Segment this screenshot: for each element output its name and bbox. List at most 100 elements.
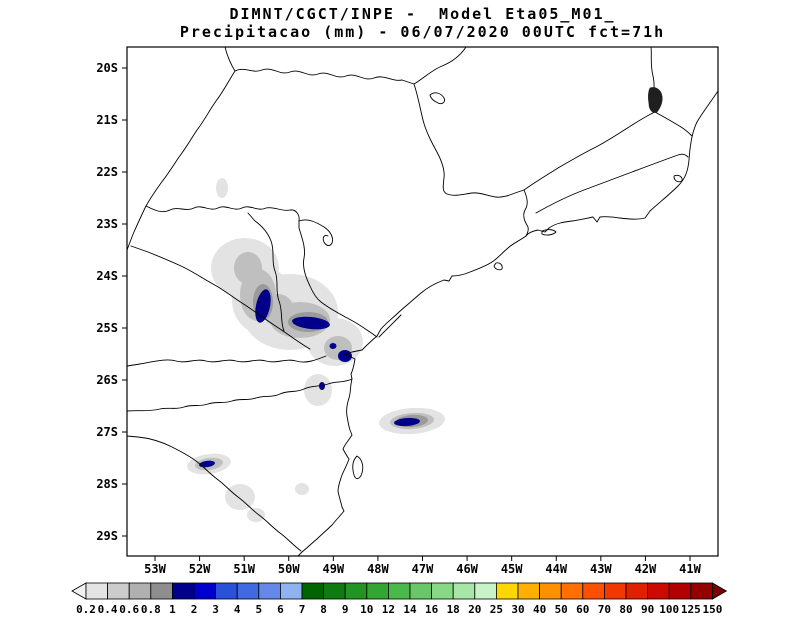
lat-tick-label: 23S (96, 217, 118, 231)
axis-ticks (122, 67, 691, 561)
colorbar-cell (517, 582, 541, 600)
lon-tick-label: 50W (277, 562, 300, 576)
colorbar-level-label: 40 (532, 603, 547, 616)
dark-terrain-feature (648, 87, 663, 113)
colorbar-level-label: 10 (360, 603, 374, 616)
coastal-lagoon (673, 174, 683, 183)
colorbar-level-label: 90 (640, 603, 655, 616)
colorbar-cell (150, 582, 173, 600)
colorbar-arrow-left (71, 582, 87, 600)
lon-tick-label: 53W (144, 562, 166, 576)
border-sp-pr (145, 205, 378, 338)
lon-tick-label: 45W (500, 562, 523, 576)
colorbar-arrow-right (712, 582, 728, 600)
colorbar-level-label: 2 (190, 603, 198, 616)
colorbar-cell (647, 582, 670, 600)
lon-tick-label: 42W (634, 562, 657, 576)
geography-layer (127, 47, 718, 556)
colorbar-cell (668, 582, 692, 600)
colorbar-level-label: 0.2 (76, 603, 96, 616)
colorbar-level-label: 6 (277, 603, 284, 616)
river-grande-border (234, 68, 415, 85)
colorbar-cell (604, 582, 627, 600)
colorbar-cell (323, 582, 346, 600)
river-grande-upper (413, 47, 467, 85)
colorbar-level-label: 0.4 (97, 603, 118, 616)
colorbar-level-label: 125 (680, 603, 701, 616)
colorbar-cell (690, 582, 713, 600)
map-frame (126, 46, 719, 557)
lon-tick-label: 49W (322, 562, 345, 576)
border-pr-sc (127, 378, 353, 412)
colorbar-cell (409, 582, 433, 600)
colorbar-level-label: 12 (381, 603, 396, 616)
colorbar (71, 582, 728, 600)
colorbar-level-label: 1 (169, 603, 176, 616)
colorbar-cell (279, 582, 303, 600)
border-rj-es (654, 111, 693, 137)
border-sp-mg (413, 83, 525, 198)
lat-tick-label: 22S (96, 165, 118, 179)
colorbar-cell (366, 582, 389, 600)
colorbar-cell (193, 582, 217, 600)
border-sc-rs (127, 435, 302, 552)
colorbar-level-label: 80 (619, 603, 633, 616)
colorbar-cell (215, 582, 238, 600)
colorbar-cell (128, 582, 152, 600)
lon-tick-label: 47W (411, 562, 434, 576)
colorbar-cell (85, 582, 109, 600)
colorbar-level-label: 4 (233, 603, 241, 616)
lat-tick-label: 21S (96, 113, 118, 127)
colorbar-level-label: 0.6 (119, 603, 140, 616)
lon-tick-label: 44W (545, 562, 568, 576)
colorbar-cell (107, 582, 130, 600)
colorbar-level-label: 9 (341, 603, 349, 616)
colorbar-level-label: 18 (446, 603, 460, 616)
colorbar-cell (387, 582, 411, 600)
river-paraiba-do-sul (535, 153, 689, 214)
colorbar-level-label: 14 (403, 603, 417, 616)
lat-tick-label: 20S (96, 61, 118, 75)
colorbar-level-label: 30 (511, 603, 525, 616)
lon-tick-label: 51W (233, 562, 255, 576)
precip-light-band (187, 178, 445, 522)
colorbar-level-label: 60 (576, 603, 590, 616)
colorbar-cell (431, 582, 454, 600)
lon-tick-label: 46W (456, 562, 478, 576)
border-mg-rj (523, 111, 656, 191)
ilha-comprida (378, 314, 402, 338)
colorbar-cell (625, 582, 649, 600)
lon-tick-label: 43W (589, 562, 612, 576)
lat-tick-label: 25S (96, 321, 118, 335)
colorbar-level-label: 50 (554, 603, 568, 616)
colorbar-cell (452, 582, 476, 600)
lon-tick-label: 41W (679, 562, 701, 576)
colorbar-cell (495, 582, 519, 600)
colorbar-level-label: 100 (659, 603, 680, 616)
colorbar-level-label: 16 (424, 603, 439, 616)
colorbar-cell (344, 582, 368, 600)
lon-tick-label: 52W (188, 562, 211, 576)
colorbar-cell (301, 582, 325, 600)
colorbar-cell (474, 582, 497, 600)
lon-tick-label: 48W (367, 562, 389, 576)
colorbar-level-label: 70 (597, 603, 612, 616)
colorbar-level-label: 3 (212, 603, 219, 616)
ilhabela-island (493, 262, 503, 271)
colorbar-cell (582, 582, 605, 600)
plot-title-line1: DIMNT/CGCT/INPE - Model Eta05_M01_ (229, 5, 616, 23)
lat-tick-label: 24S (96, 269, 118, 283)
lat-tick-label: 29S (96, 529, 118, 543)
river-parana-border (127, 70, 236, 251)
title-block: DIMNT/CGCT/INPE - Model Eta05_M01_ Preci… (127, 5, 718, 41)
lat-tick-label: 26S (96, 373, 118, 387)
precip-shading-layer (187, 178, 445, 522)
coastline (297, 90, 718, 556)
colorbar-level-label: 25 (489, 603, 504, 616)
florianopolis-island (352, 455, 364, 480)
colorbar-level-label: 5 (255, 603, 263, 616)
river-iguacu (127, 355, 327, 367)
river-ivai (130, 245, 311, 350)
river-tibagi (247, 212, 285, 332)
